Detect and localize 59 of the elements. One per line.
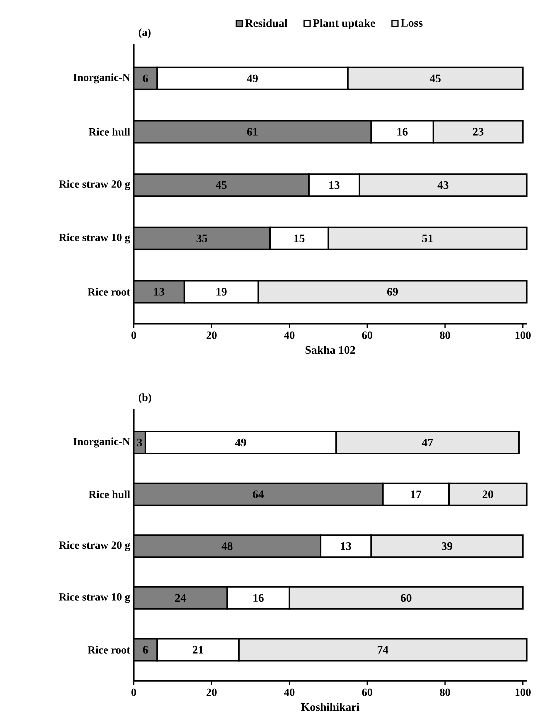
x-tick-label: 100 — [516, 688, 531, 696]
x-tick-label: 0 — [132, 688, 136, 696]
data-label: 48 — [222, 542, 233, 550]
data-label: 17 — [411, 490, 422, 498]
chart-title: (b) — [139, 394, 152, 404]
x-axis-title: Sakha 102 — [306, 346, 356, 354]
y-tick-label: Rice hull — [88, 128, 130, 136]
y-tick-label: Rice root — [88, 646, 130, 654]
y-tick-label: Rice straw 10 g — [59, 593, 130, 604]
legend-label: Plant uptake — [313, 19, 376, 30]
y-tick-label: Rice straw 20 g — [59, 180, 130, 190]
y-tick-label: Rice hull — [88, 490, 130, 498]
legend-label: Residual — [245, 19, 288, 28]
data-label: 39 — [442, 542, 453, 550]
y-tick-label: Inorganic-N — [74, 438, 130, 448]
data-label: 13 — [154, 288, 165, 296]
x-tick-label: 40 — [284, 332, 295, 340]
data-label: 15 — [294, 234, 305, 242]
data-label: 6 — [143, 74, 148, 82]
data-label: 64 — [253, 490, 264, 498]
data-label: 51 — [422, 234, 433, 242]
x-tick-label: 40 — [284, 688, 295, 696]
y-tick-label: Inorganic-N — [74, 74, 130, 84]
x-axis-title: Koshihikari — [301, 703, 360, 712]
data-label: 13 — [341, 542, 352, 550]
data-label: 43 — [438, 181, 449, 190]
x-tick-label: 0 — [132, 332, 136, 340]
data-label: 20 — [482, 490, 494, 498]
data-label: 49 — [235, 438, 246, 447]
data-label: 21 — [192, 646, 204, 654]
data-label: 16 — [254, 594, 264, 602]
y-tick-label: Rice straw 10 g — [59, 234, 130, 244]
chart-title: (a) — [139, 28, 151, 38]
data-label: 47 — [422, 438, 434, 447]
data-label: 24 — [175, 594, 186, 602]
y-tick-label: Rice straw 20 g — [59, 541, 130, 552]
data-label: 23 — [473, 128, 484, 136]
data-label: 13 — [330, 181, 340, 190]
x-tick-label: 100 — [516, 332, 531, 340]
data-label: 45 — [430, 74, 441, 82]
x-tick-label: 20 — [206, 688, 217, 696]
data-label: 60 — [401, 594, 412, 602]
data-label: 74 — [378, 646, 389, 654]
data-label: 16 — [398, 128, 408, 136]
y-tick-label: Rice root — [88, 288, 130, 296]
data-label: 3 — [137, 438, 142, 447]
data-label: 6 — [143, 646, 148, 654]
x-tick-label: 60 — [362, 332, 373, 340]
data-label: 61 — [247, 128, 258, 136]
data-label: 19 — [216, 288, 227, 296]
x-tick-label: 80 — [440, 688, 450, 696]
x-tick-label: 60 — [362, 688, 373, 696]
data-label: 45 — [216, 182, 227, 190]
data-label: 35 — [196, 234, 208, 243]
x-tick-label: 20 — [206, 332, 217, 340]
x-tick-label: 80 — [440, 332, 450, 340]
data-label: 69 — [387, 288, 398, 296]
legend-label: Loss — [401, 19, 423, 27]
data-label: 49 — [247, 74, 258, 82]
